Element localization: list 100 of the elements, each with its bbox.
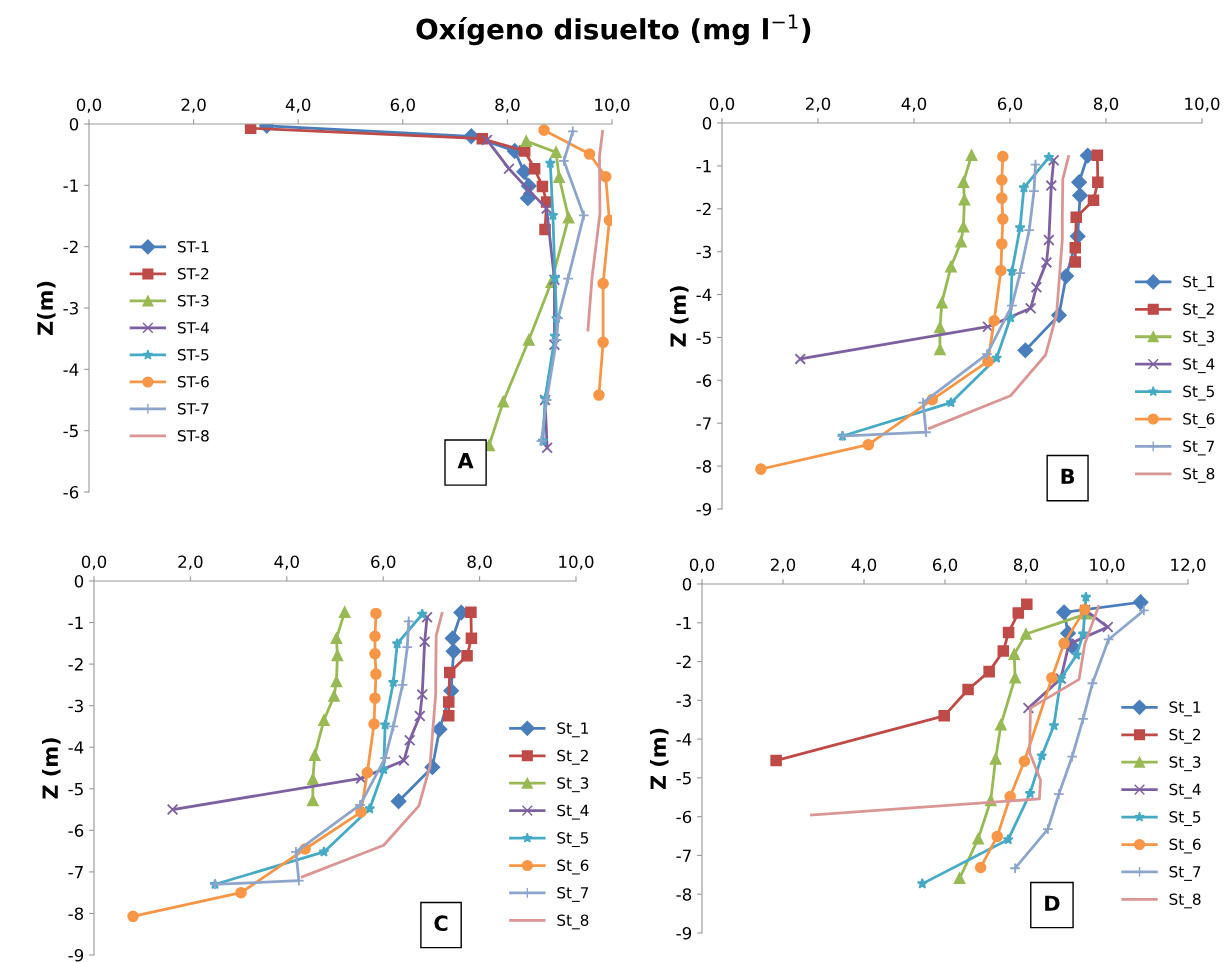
legend-label: ST-5 xyxy=(177,348,209,361)
y-axis-title: Z(m) xyxy=(36,281,56,335)
x-tick-label: 4,0 xyxy=(274,555,299,570)
y-tick-label: 0 xyxy=(74,574,84,588)
y-tick-label: -5 xyxy=(68,782,83,796)
y-tick-label: 0 xyxy=(69,117,79,131)
y-tick-label: -5 xyxy=(676,772,691,785)
legend-label: St_6 xyxy=(557,859,589,875)
legend-label: St_3 xyxy=(557,777,589,793)
x-tick-label: 10,0 xyxy=(1185,97,1220,112)
x-tick-label: 6,0 xyxy=(371,555,396,570)
annotation: D xyxy=(1045,895,1060,911)
x-tick-label: 6,0 xyxy=(390,98,415,113)
y-tick-label: -7 xyxy=(68,866,83,879)
x-tick-label: 6,0 xyxy=(932,558,958,573)
x-tick-label: 8,0 xyxy=(1093,97,1119,112)
y-tick-label: -5 xyxy=(696,331,711,345)
legend-label: ST-8 xyxy=(177,429,209,442)
y-tick-label: -2 xyxy=(676,655,691,668)
y-tick-label: -7 xyxy=(676,849,691,862)
legend-label: St_4 xyxy=(1169,783,1201,799)
legend-label: St_5 xyxy=(1169,811,1201,827)
y-tick-label: -4 xyxy=(696,288,712,301)
legend-label: St_2 xyxy=(1169,728,1201,744)
y-axis-title: Z (m) xyxy=(669,286,689,347)
legend-label: ST-7 xyxy=(177,402,209,415)
y-tick-label: 0 xyxy=(702,116,712,130)
x-tick-label: 10,0 xyxy=(559,555,594,570)
x-tick-label: 10,0 xyxy=(595,98,630,113)
y-tick-label: -2 xyxy=(696,202,711,216)
y-tick-label: -6 xyxy=(68,824,84,837)
y-tick-label: -1 xyxy=(696,160,711,173)
legend-label: St_1 xyxy=(1169,701,1201,717)
y-tick-label: -4 xyxy=(68,741,84,754)
legend-label: ST-1 xyxy=(177,240,209,253)
x-tick-label: 0,0 xyxy=(689,558,715,573)
y-tick-label: -2 xyxy=(63,240,78,253)
legend-label: ST-6 xyxy=(177,375,209,388)
x-tick-label: 10,0 xyxy=(1090,558,1125,573)
annotation: C xyxy=(434,915,448,932)
legend-label: ST-3 xyxy=(177,294,209,307)
y-axis-title: Z (m) xyxy=(649,728,669,790)
annotation: A xyxy=(457,453,474,469)
legend-label: St_2 xyxy=(1183,303,1214,319)
legend-label: St_8 xyxy=(1183,467,1215,483)
y-tick-label: -8 xyxy=(696,460,712,473)
chart-title: Oxígeno disuelto (mg l$^{−1}$) xyxy=(416,14,811,46)
y-tick-label: -4 xyxy=(63,363,79,376)
legend-label: St_4 xyxy=(1183,358,1215,374)
legend-label: St_3 xyxy=(1169,756,1201,772)
x-tick-label: 4,0 xyxy=(901,97,927,112)
x-tick-label: 0,0 xyxy=(76,98,102,113)
legend-label: St_1 xyxy=(557,722,588,738)
legend-label: St_5 xyxy=(557,832,589,848)
x-tick-label: 8,0 xyxy=(1013,558,1039,573)
x-tick-label: 4,0 xyxy=(285,98,311,113)
y-tick-label: -2 xyxy=(68,658,83,671)
x-tick-label: 12,0 xyxy=(1171,558,1206,573)
y-tick-label: -8 xyxy=(68,907,84,921)
legend-label: St_6 xyxy=(1183,413,1215,428)
y-tick-label: -9 xyxy=(676,926,692,940)
legend-label: St_1 xyxy=(1183,275,1214,291)
y-tick-label: -3 xyxy=(696,245,711,259)
y-tick-label: -3 xyxy=(63,301,78,315)
x-tick-label: 4,0 xyxy=(851,558,877,573)
legend-label: St_7 xyxy=(1169,865,1201,881)
legend-label: St_2 xyxy=(557,749,588,765)
y-tick-label: -6 xyxy=(676,810,692,824)
annotation: B xyxy=(1061,468,1075,484)
y-tick-label: -4 xyxy=(676,733,692,746)
y-tick-label: -8 xyxy=(676,888,692,901)
legend-label: St_4 xyxy=(557,804,589,820)
legend-label: ST-2 xyxy=(177,267,209,280)
y-tick-label: -9 xyxy=(68,948,84,962)
y-tick-label: -9 xyxy=(696,502,712,516)
y-tick-label: -6 xyxy=(696,374,712,387)
x-tick-label: 2,0 xyxy=(178,555,203,570)
x-tick-label: 0,0 xyxy=(709,97,735,112)
x-tick-label: 8,0 xyxy=(495,98,520,113)
legend-label: St_8 xyxy=(1169,893,1201,909)
y-axis-title: Z (m) xyxy=(41,738,61,799)
legend-label: St_8 xyxy=(557,914,589,930)
y-tick-label: -1 xyxy=(68,616,83,629)
x-tick-label: 2,0 xyxy=(181,98,206,113)
legend-label: St_7 xyxy=(1183,440,1214,456)
y-tick-label: -6 xyxy=(63,485,79,499)
legend-label: ST-4 xyxy=(177,321,209,334)
x-tick-label: 2,0 xyxy=(805,97,831,112)
x-tick-label: 2,0 xyxy=(770,558,796,573)
y-tick-label: -1 xyxy=(676,616,691,630)
y-tick-label: -3 xyxy=(68,699,83,713)
legend-label: St_3 xyxy=(1183,330,1215,346)
legend-label: St_6 xyxy=(1169,838,1201,854)
y-tick-label: -5 xyxy=(63,424,78,438)
y-tick-label: -3 xyxy=(676,694,691,707)
x-tick-label: 6,0 xyxy=(997,97,1023,112)
legend-label: St_5 xyxy=(1183,385,1214,401)
legend-label: St_7 xyxy=(557,886,589,902)
y-tick-label: 0 xyxy=(682,577,692,591)
x-tick-label: 8,0 xyxy=(467,555,492,570)
